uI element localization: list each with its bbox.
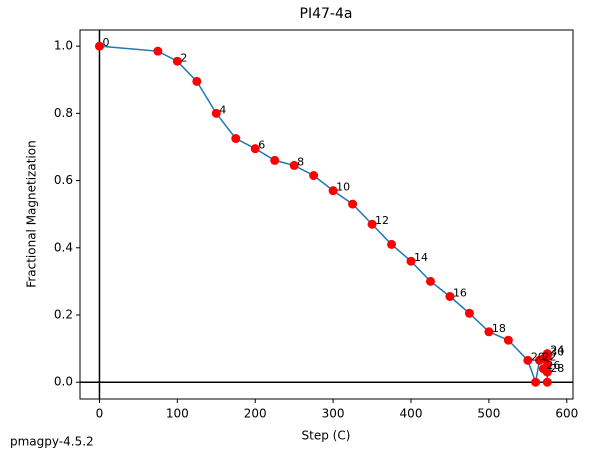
point [250,144,260,154]
point [192,76,202,86]
point-label: 20 [531,350,545,363]
point-label: 28 [550,362,564,375]
point [531,377,541,387]
point-label: 8 [297,155,304,168]
x-tick-label: 200 [244,407,267,421]
y-axis-label: Fractional Magnetization [25,140,39,287]
x-tick-label: 600 [555,407,578,421]
point [464,308,474,318]
point [542,377,552,387]
point-label: 4 [219,103,226,116]
point [367,219,377,229]
point-label: 18 [492,322,506,335]
point [231,134,241,144]
point [406,256,416,266]
point-label: 16 [453,287,467,300]
point [270,155,280,165]
plot-frame [79,29,574,400]
point [542,367,552,377]
y-tick-label: 0.4 [54,240,73,254]
point [289,160,299,170]
point [523,355,533,365]
point-label: 30 [550,345,564,358]
point-label: 22 [543,350,557,363]
footer: pmagpy-4.5.2 [10,435,94,449]
point-label: 2 [180,51,187,64]
x-axis-label: Step (C) [302,429,351,443]
point [348,199,358,209]
point-label: 26 [546,359,560,372]
point [387,239,397,249]
point [503,335,513,345]
y-tick-label: 0.0 [54,375,73,389]
point-label: 12 [375,214,389,227]
point [425,276,435,286]
chart-title: PI47-4a [300,6,353,22]
point [484,327,494,337]
point [445,292,455,301]
point [542,360,552,370]
point [542,350,552,360]
x-tick-label: 100 [166,407,189,421]
point-label: 0 [102,36,109,49]
point [94,41,104,51]
y-tick-label: 0.8 [54,106,73,120]
point [172,56,182,66]
x-tick-label: 500 [477,407,500,421]
point [309,171,319,181]
point-label: 14 [414,251,428,264]
y-tick-label: 0.6 [54,173,73,187]
y-tick-label: 0.2 [54,307,73,321]
y-tick-label: 1.0 [54,39,73,53]
point-label: 6 [258,139,265,152]
point [211,108,221,118]
series-line [99,45,549,386]
point [153,46,163,56]
point [328,186,338,196]
point-label: 24 [550,344,564,357]
x-tick-label: 400 [400,407,423,421]
point-label: 10 [336,181,350,194]
x-tick-label: 0 [96,407,104,421]
x-tick-label: 300 [322,407,345,421]
